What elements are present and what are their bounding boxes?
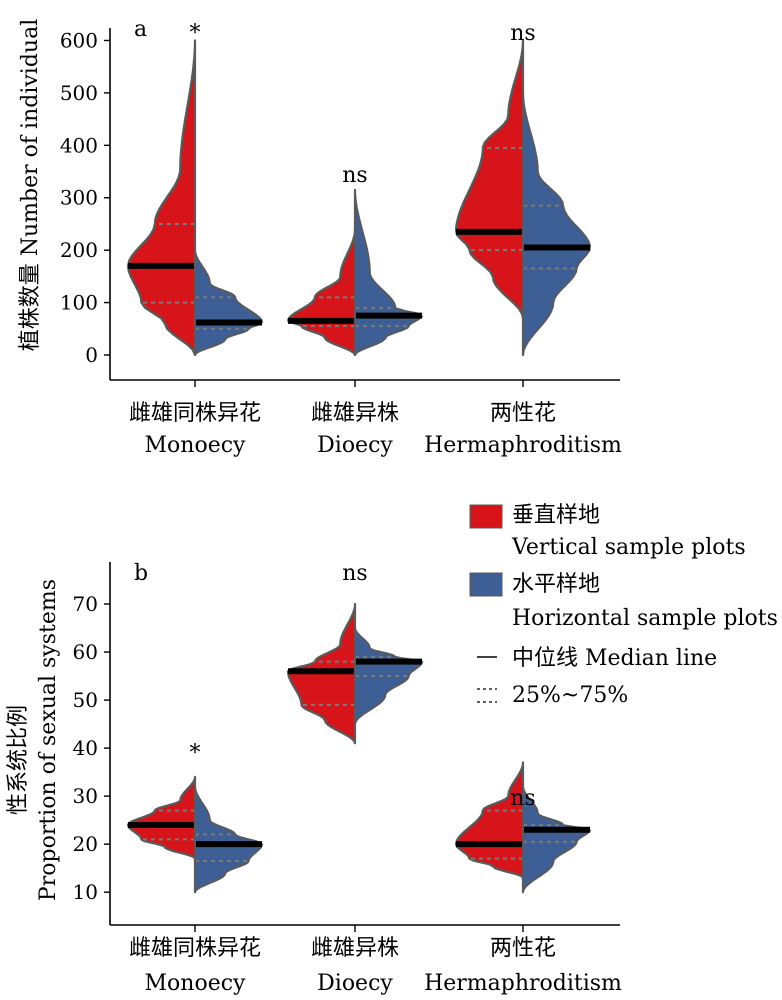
legend-swatch-vertical	[469, 504, 503, 529]
panel-a-violin-horizontal-2	[521, 91, 591, 357]
legend-vertical-cn: 垂直样地	[512, 503, 600, 528]
panel-b-ytick-label-1: 20	[73, 832, 98, 856]
panel-a-label: a	[134, 17, 147, 42]
panel-a-category-en-0: Monoecy	[145, 433, 247, 458]
legend: 垂直样地 Vertical sample plots 水平样地 Horizont…	[469, 503, 778, 708]
panel-b-ytick-label-6: 70	[73, 592, 98, 616]
panel-b-category-cn-1: 雌雄异株	[311, 936, 399, 961]
panel-a-significance: * ns ns	[190, 21, 536, 188]
panel-b-significance-2: ns	[510, 786, 535, 811]
panel-a-y-ticks: 0 100 200 300 400 500 600	[60, 28, 110, 367]
panel-a-violin-horizontal-1	[353, 188, 423, 357]
panel-b-y-axis-title-cn: 性系统比例	[6, 705, 31, 815]
panel-b-x-ticks: 雌雄同株异花 Monoecy 雌雄异株 Dioecy 两性花 Hermaphroditis…	[129, 925, 622, 996]
panel-b-violin-vertical-2	[455, 761, 525, 879]
panel-b-chart: 10 20 30 40 50 60 70 雌雄同株异花 Monoecy 雌雄异株 Dioecy 两性…	[6, 561, 622, 996]
panel-b-violin-horizontal-0	[193, 785, 264, 894]
panel-a-violin-vertical-1	[287, 228, 357, 357]
panel-b-y-axis-title-en: Proportion of sexual systems	[36, 579, 61, 901]
legend-swatch-horizontal	[469, 572, 503, 597]
panel-a-violins	[126, 39, 591, 357]
panel-b-category-en-1: Dioecy	[317, 971, 393, 996]
panel-b-category-en-0: Monoecy	[145, 971, 247, 996]
panel-a-significance-2: ns	[510, 21, 535, 46]
panel-a-violin-vertical-0	[126, 39, 197, 357]
panel-b-ytick-label-3: 40	[73, 736, 98, 760]
panel-a-violin-horizontal-0	[193, 249, 263, 357]
panel-b-label: b	[134, 561, 148, 586]
panel-a-chart: 0 100 200 300 400 500 600 雌雄同株异花 Monoecy 雌雄异株 Dio…	[18, 17, 622, 458]
panel-a-category-en-1: Dioecy	[317, 433, 393, 458]
panel-b-category-cn-2: 两性花	[490, 936, 556, 961]
panel-b-y-ticks: 10 20 30 40 50 60 70	[73, 592, 110, 904]
panel-b-violin-vertical-0	[127, 775, 197, 860]
panel-a-ytick-label-2: 200	[60, 238, 98, 262]
panel-a-significance-1: ns	[342, 163, 367, 188]
panel-b-violins	[127, 602, 591, 894]
panel-a-ytick-label-4: 400	[60, 133, 98, 157]
panel-b-ytick-label-0: 10	[73, 880, 98, 904]
panel-a-y-axis-title: 植株数量 Number of individual	[18, 19, 43, 351]
panel-b-ytick-label-4: 50	[73, 688, 98, 712]
panel-b-category-en-2: Hermaphroditism	[424, 971, 622, 996]
legend-vertical-en: Vertical sample plots	[511, 535, 746, 560]
panel-a-ytick-label-0: 0	[85, 343, 98, 367]
panel-b-violin-horizontal-2	[521, 785, 591, 894]
legend-median-label: 中位线 Median line	[512, 646, 717, 671]
panel-a-ytick-label-3: 300	[60, 186, 98, 210]
panel-a-category-cn-1: 雌雄异株	[311, 401, 399, 426]
panel-a-ytick-label-5: 500	[60, 81, 98, 105]
panel-b-ytick-label-2: 30	[73, 784, 98, 808]
panel-a-category-cn-2: 两性花	[490, 401, 556, 426]
panel-a-violin-vertical-2	[454, 39, 525, 320]
panel-a-category-en-2: Hermaphroditism	[424, 433, 622, 458]
panel-b-significance-0: *	[190, 741, 201, 766]
panel-a-ytick-label-6: 600	[60, 28, 98, 52]
panel-b-significance: * ns ns	[190, 561, 536, 811]
panel-a-x-ticks: 雌雄同株异花 Monoecy 雌雄异株 Dioecy 两性花 Hermaphroditis…	[129, 380, 622, 458]
panel-a-ytick-label-1: 100	[60, 291, 98, 315]
legend-horizontal-cn: 水平样地	[512, 572, 600, 597]
legend-horizontal-en: Horizontal sample plots	[512, 606, 778, 631]
panel-b-category-cn-0: 雌雄同株异花	[129, 936, 261, 961]
panel-a-category-cn-0: 雌雄同株异花	[129, 401, 261, 426]
panel-b-ytick-label-5: 60	[73, 640, 98, 664]
panel-b-significance-1: ns	[342, 561, 367, 586]
legend-quartile-label: 25%~75%	[512, 683, 628, 708]
panel-a-significance-0: *	[190, 21, 201, 46]
